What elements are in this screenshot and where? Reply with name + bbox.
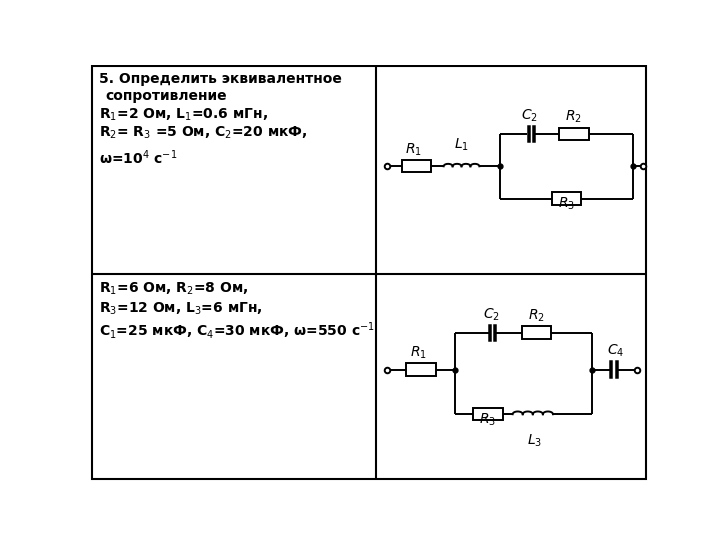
Text: $C_2$: $C_2$ [482,306,500,322]
Bar [407,363,436,376]
Bar [473,408,503,421]
Bar [402,160,431,172]
Text: R$_1$=2 Ом, L$_1$=0.6 мГн,: R$_1$=2 Ом, L$_1$=0.6 мГн, [99,106,269,123]
Bar [559,128,589,140]
Text: $R_3$: $R_3$ [558,196,575,213]
Text: R$_2$= R$_3$ =5 Ом, C$_2$=20 мкФ,: R$_2$= R$_3$ =5 Ом, C$_2$=20 мкФ, [99,125,308,141]
Text: $L_3$: $L_3$ [527,433,542,449]
Text: R$_3$=12 Ом, L$_3$=6 мГн,: R$_3$=12 Ом, L$_3$=6 мГн, [99,300,263,316]
Text: $R_1$: $R_1$ [410,345,426,361]
Text: $C_2$: $C_2$ [521,107,538,124]
Bar [552,192,581,205]
Text: ω=10$^4$ с$^{-1}$: ω=10$^4$ с$^{-1}$ [99,148,178,166]
Text: $R_3$: $R_3$ [480,411,496,428]
Text: $L_1$: $L_1$ [454,136,469,153]
Bar [522,327,552,339]
Text: $R_2$: $R_2$ [565,109,582,125]
Text: R$_1$=6 Ом, R$_2$=8 Ом,: R$_1$=6 Ом, R$_2$=8 Ом, [99,280,248,296]
Text: $R_2$: $R_2$ [528,308,545,324]
Text: сопротивление: сопротивление [106,90,227,104]
Text: $R_1$: $R_1$ [405,141,422,158]
Text: $C_4$: $C_4$ [607,342,624,359]
Text: C$_1$=25 мкФ, C$_4$=30 мкФ, ω=550 с$^{-1}$: C$_1$=25 мкФ, C$_4$=30 мкФ, ω=550 с$^{-1… [99,320,375,341]
Text: 5. Определить эквивалентное: 5. Определить эквивалентное [99,72,342,86]
